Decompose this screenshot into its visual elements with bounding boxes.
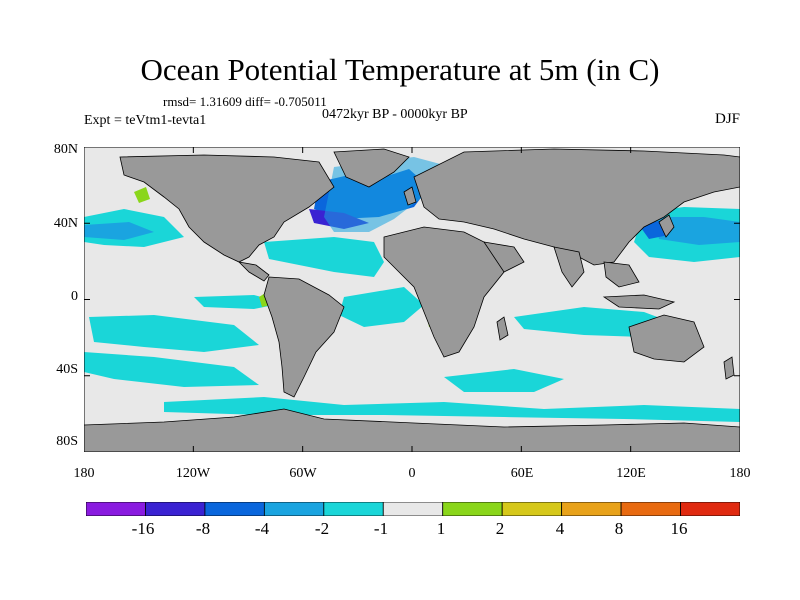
- map-panel: [83, 146, 741, 453]
- colorbar-swatch: [680, 502, 740, 516]
- colorbar-label: 16: [670, 519, 688, 538]
- world-map: [83, 146, 741, 453]
- lon-tick-180-west: 180: [73, 466, 95, 481]
- lon-tick-120w: 120W: [175, 466, 211, 481]
- land-india: [553, 246, 585, 288]
- lat-tick-80n: 80N: [53, 142, 78, 157]
- colorbar-label: -16: [131, 519, 155, 538]
- lat-tick-40s: 40S: [56, 362, 78, 377]
- land-masses: [83, 148, 741, 453]
- anomaly-south-indian-2: [444, 369, 564, 392]
- anomaly-south-pacific-2: [84, 352, 259, 387]
- land-madagascar: [496, 316, 509, 341]
- lon-tick-60e: 60E: [510, 466, 534, 481]
- land-arabia: [483, 241, 525, 273]
- lon-tick-120e: 120E: [616, 466, 646, 481]
- colorbar-label: -2: [314, 519, 330, 538]
- land-south-america: [263, 276, 345, 398]
- anomaly-green-3: [134, 187, 150, 203]
- colorbar-label: 2: [495, 519, 505, 538]
- anomaly-south-atlantic: [339, 287, 424, 327]
- anomaly-north-pacific-east-deep: [84, 222, 154, 240]
- colorbar: [86, 502, 740, 516]
- season-label: DJF: [714, 111, 740, 127]
- lon-tick-180-east: 180: [729, 466, 751, 481]
- land-central-america: [237, 261, 270, 282]
- anomaly-north-pacific-west-deep: [654, 217, 740, 245]
- lon-tick-0: 0: [408, 466, 416, 481]
- time-period: 0472kyr BP - 0000kyr BP: [322, 107, 468, 122]
- land-africa: [383, 226, 505, 358]
- land-indonesia: [602, 294, 676, 310]
- land-uk: [403, 186, 417, 206]
- colorbar-swatch: [145, 502, 206, 516]
- anomaly-mid-atlantic: [264, 237, 384, 277]
- colorbar-swatch: [86, 502, 146, 516]
- colorbar-swatch: [382, 502, 444, 516]
- land-southeast-asia: [603, 261, 640, 288]
- colorbar-label: -1: [373, 519, 389, 538]
- colorbar-swatch: [561, 502, 622, 516]
- colorbar-swatches: [86, 502, 740, 516]
- land-greenland: [333, 148, 410, 188]
- anomaly-south-pacific-1: [89, 315, 259, 352]
- colorbar-swatch: [204, 502, 265, 516]
- anomaly-southern-ocean: [164, 397, 740, 422]
- colorbar-swatch: [263, 502, 325, 516]
- colorbar-swatch: [442, 502, 503, 516]
- land-north-america: [119, 154, 335, 263]
- land-japan: [658, 214, 675, 238]
- land-eurasia: [413, 148, 741, 266]
- rmsd-diff-stats: rmsd= 1.31609 diff= -0.705011: [163, 94, 327, 109]
- colorbar-label: -8: [195, 519, 211, 538]
- colorbar-swatch: [323, 502, 384, 516]
- lat-tick-80s: 80S: [56, 434, 78, 449]
- land-new-zealand: [723, 356, 735, 380]
- lat-tick-0: 0: [71, 289, 78, 304]
- colorbar-swatch: [501, 502, 563, 516]
- colorbar-label: 8: [614, 519, 624, 538]
- colorbar-swatch: [620, 502, 681, 516]
- lon-tick-60w: 60W: [289, 466, 317, 481]
- map-title: Ocean Potential Temperature at 5m (in C): [140, 52, 660, 87]
- experiment-label: Expt = teVtm1-tevta1: [84, 113, 207, 128]
- lat-tick-40n: 40N: [53, 216, 78, 231]
- colorbar-label: 4: [555, 519, 565, 538]
- land-australia: [628, 314, 705, 363]
- colorbar-label: 1: [436, 519, 446, 538]
- colorbar-label: -4: [254, 519, 270, 538]
